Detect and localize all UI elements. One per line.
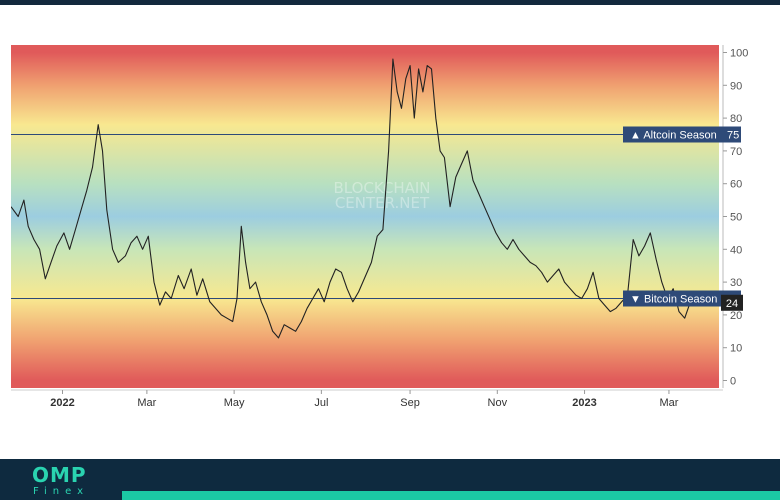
- y-tick-label: 70: [730, 146, 742, 158]
- y-tick-label: 100: [730, 48, 748, 60]
- series-line: [11, 58, 719, 339]
- y-tick-label: 40: [730, 244, 742, 256]
- y-tick-label: 90: [730, 80, 742, 92]
- y-axis: 0 10 20 30 40 50 60 70 80 90 100: [722, 45, 748, 388]
- y-tick-label: 30: [730, 277, 742, 289]
- current-value-badge: [721, 294, 743, 311]
- reference-badge: ▲ Altcoin Season 75: [623, 126, 741, 143]
- chart-svg: BLOCKCHAIN CENTER.NET 0 10 20 30 40 50 60 70 80 9…: [11, 45, 748, 409]
- y-tick-label: 60: [730, 179, 742, 191]
- x-tick-label: Sep: [400, 397, 420, 409]
- brand-logo: OMP: [32, 463, 87, 487]
- x-axis: 2022 Mar May Jul Sep Nov 2023 Mar: [11, 389, 723, 409]
- x-tick-label: Mar: [659, 397, 678, 409]
- plot-background: [11, 45, 719, 388]
- reference-badge-label: ▲ Altcoin Season: [630, 130, 717, 142]
- watermark-line1: BLOCKCHAIN: [333, 179, 430, 197]
- x-tick-label: Jul: [314, 397, 328, 409]
- reference-badge: ▼ Bitcoin Season25: [623, 290, 741, 307]
- reference-badges: ▲ Altcoin Season 75 ▼ Bitcoin Season2524: [623, 126, 743, 311]
- y-tick-label: 20: [730, 310, 742, 322]
- watermark-line2: CENTER.NET: [335, 194, 430, 212]
- x-tick-label: Mar: [137, 397, 156, 409]
- series-layer: [11, 58, 719, 339]
- reference-lines: [11, 134, 723, 299]
- reference-badge-bg: [623, 126, 741, 143]
- top-strip: [0, 0, 780, 5]
- x-tick-label: 2023: [572, 397, 596, 409]
- reference-badge-bg: [623, 290, 741, 307]
- reference-badge-label: ▼ Bitcoin Season: [630, 294, 717, 306]
- footer-accent-bar: [122, 491, 780, 500]
- chart-card: BLOCKCHAIN CENTER.NET 0 10 20 30 40 50 60 70 80 9…: [10, 5, 766, 450]
- x-tick-label: 2022: [50, 397, 74, 409]
- reference-badge-value: 75: [727, 130, 739, 142]
- brand-logo-subtitle: Finex: [33, 486, 90, 497]
- current-value-label: 24: [726, 298, 738, 310]
- x-tick-label: Nov: [488, 397, 508, 409]
- x-tick-label: May: [224, 397, 245, 409]
- y-tick-label: 0: [730, 376, 736, 388]
- y-tick-label: 80: [730, 113, 742, 125]
- y-tick-label: 10: [730, 343, 742, 355]
- y-tick-label: 50: [730, 212, 742, 224]
